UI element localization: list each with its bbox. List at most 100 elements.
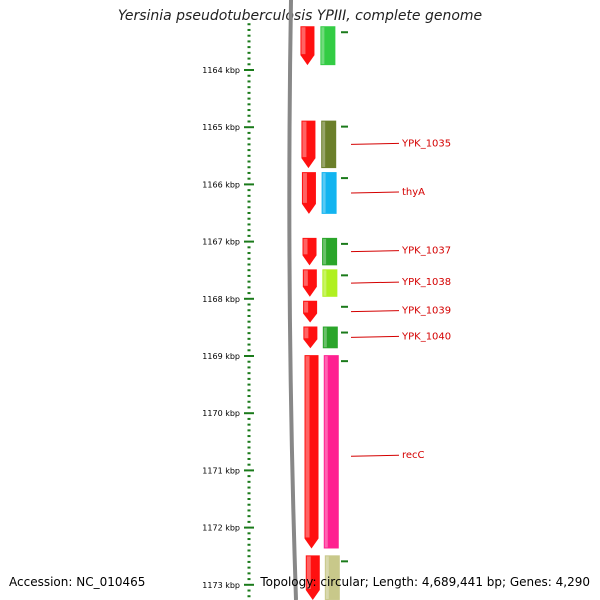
- gene-arrow: [302, 269, 317, 297]
- minor-tick: [247, 509, 251, 512]
- gene-label: recC: [402, 450, 425, 461]
- gene-arrow-highlight: [306, 556, 311, 589]
- minor-tick: [247, 457, 251, 460]
- minor-tick: [247, 74, 251, 77]
- minor-tick: [247, 383, 251, 386]
- minor-tick: [247, 252, 251, 255]
- gene-arrow-highlight: [302, 121, 307, 158]
- minor-tick: [247, 103, 251, 106]
- gene-arrow: [303, 326, 318, 349]
- minor-tick: [247, 189, 251, 192]
- minor-tick: [247, 406, 251, 409]
- gene-track: [300, 26, 348, 600]
- feature-block-highlight: [323, 327, 327, 348]
- minor-tick: [247, 440, 251, 443]
- tick-label: 1169 kbp: [202, 352, 240, 361]
- minor-tick: [247, 63, 251, 66]
- minor-tick: [247, 246, 251, 249]
- minor-tick: [247, 223, 251, 226]
- minor-tick: [247, 463, 251, 466]
- gene-arrow-highlight: [305, 356, 310, 538]
- minor-tick: [247, 452, 251, 455]
- tick-label: 1170 kbp: [202, 409, 240, 418]
- minor-tick: [247, 286, 251, 289]
- feature-block-highlight: [325, 556, 329, 599]
- gene-label-leader: [350, 250, 400, 253]
- feature-block: [322, 269, 338, 297]
- minor-tick: [247, 566, 251, 569]
- minor-tick: [247, 532, 251, 535]
- gene-arrow-highlight: [303, 270, 308, 286]
- minor-tick: [247, 160, 251, 163]
- gene-arrow-highlight: [301, 27, 306, 55]
- minor-tick: [247, 212, 251, 214]
- minor-tick: [247, 274, 251, 277]
- feature-block: [322, 237, 338, 266]
- gene-label-leader: [350, 191, 400, 194]
- minor-tick: [247, 217, 251, 220]
- gene-label: YPK_1039: [401, 306, 451, 317]
- gene-label: YPK_1040: [401, 331, 451, 342]
- minor-tick: [247, 372, 251, 375]
- minor-tick: [247, 263, 251, 266]
- feature-block: [323, 355, 339, 549]
- minor-tick: [247, 46, 251, 49]
- gene-arrow: [301, 172, 316, 214]
- minor-tick: [247, 549, 251, 552]
- minor-tick: [247, 326, 251, 329]
- gene-label-leader: [350, 335, 400, 338]
- minor-tick: [247, 572, 251, 575]
- minor-tick: [247, 560, 251, 563]
- minor-tick: [247, 389, 251, 392]
- gene-label-leader: [350, 281, 400, 284]
- minor-tick: [247, 492, 251, 495]
- tick-label: 1171 kbp: [202, 466, 240, 475]
- minor-tick: [247, 555, 251, 558]
- minor-tick: [247, 28, 251, 31]
- minor-tick: [247, 543, 251, 546]
- gene-arrow-highlight: [304, 301, 309, 313]
- minor-tick: [247, 337, 251, 340]
- minor-tick: [247, 589, 251, 592]
- tick-label: 1166 kbp: [202, 180, 240, 189]
- minor-tick: [247, 320, 251, 323]
- minor-tick: [247, 269, 251, 272]
- minor-tick: [247, 91, 251, 94]
- minor-tick: [247, 303, 251, 306]
- tick-label: 1164 kbp: [202, 66, 240, 75]
- minor-tick: [247, 486, 251, 489]
- feature-block-highlight: [322, 121, 326, 168]
- minor-tick: [247, 475, 251, 478]
- gene-arrow: [301, 120, 316, 169]
- feature-block: [324, 555, 340, 600]
- minor-tick: [247, 234, 251, 237]
- minor-tick: [247, 137, 251, 140]
- gene-arrow: [303, 300, 318, 323]
- map-title: Yersinia pseudotuberculosis YPIII, compl…: [117, 8, 483, 24]
- minor-tick: [247, 578, 251, 581]
- feature-block-highlight: [321, 27, 325, 65]
- tick-label: 1172 kbp: [202, 524, 240, 533]
- minor-tick: [247, 57, 251, 60]
- tick-label: 1173 kbp: [202, 581, 240, 590]
- genome-summary-text: Topology: circular; Length: 4,689,441 bp…: [260, 575, 590, 589]
- tick-label: 1167 kbp: [202, 238, 240, 247]
- minor-tick: [247, 40, 251, 43]
- minor-tick: [247, 194, 251, 197]
- gene-label-leader: [350, 310, 400, 313]
- minor-tick: [247, 51, 251, 54]
- gene-arrow-highlight: [304, 327, 309, 339]
- minor-tick: [247, 538, 251, 541]
- feature-block-highlight: [323, 238, 327, 265]
- minor-tick: [247, 143, 251, 146]
- minor-tick: [247, 229, 251, 232]
- minor-tick: [247, 417, 251, 420]
- minor-tick: [247, 166, 251, 169]
- minor-tick: [247, 86, 251, 89]
- minor-tick: [247, 292, 251, 295]
- gene-label: thyA: [402, 187, 425, 198]
- gene-arrow: [304, 355, 319, 549]
- gene-label: YPK_1035: [401, 138, 451, 149]
- minor-tick: [247, 120, 251, 123]
